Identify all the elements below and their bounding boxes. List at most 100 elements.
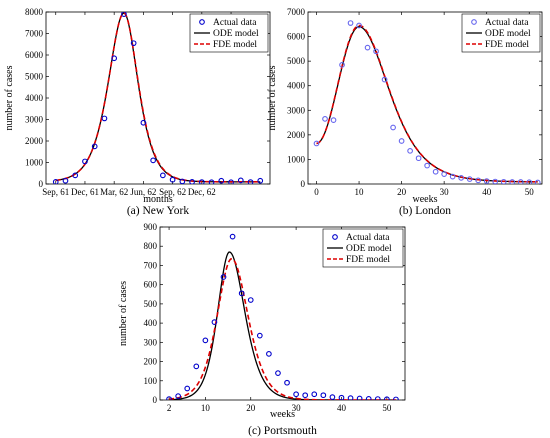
data-point: [72, 172, 79, 179]
y-tick-label: 0: [301, 179, 306, 189]
data-point: [534, 179, 541, 184]
data-point: [384, 396, 390, 400]
legend-label: Actual data: [213, 18, 257, 28]
data-point: [347, 395, 354, 400]
x-axis-label: weeks: [413, 194, 438, 205]
x-tick-label: 30: [292, 403, 302, 413]
data-point: [313, 140, 320, 147]
x-tick-label: 40: [482, 187, 492, 197]
chart-2: 0 1000 2000 3000 4000 5000 6000 7000 0 10 20 30 40 50…: [267, 7, 543, 217]
data-point: [121, 12, 127, 17]
chart-caption: (b) London: [399, 205, 451, 217]
data-point: [169, 176, 176, 183]
chart-3: 0 100 200 300 400 500 600 700 800 900 2 10 20 30 40 50 w…: [118, 222, 406, 437]
data-point: [198, 179, 205, 184]
y-tick-label: 2000: [25, 136, 44, 146]
legend-label: FDE model: [346, 255, 390, 265]
y-tick-label: 6000: [25, 50, 44, 60]
plot-content: [52, 12, 264, 184]
y-tick-label: 400: [144, 318, 158, 328]
data-point: [238, 290, 245, 297]
data-point: [432, 168, 439, 175]
y-tick-label: 7000: [25, 29, 44, 39]
data-point: [492, 178, 499, 184]
y-tick-label: 3000: [287, 105, 306, 115]
legend-label: Actual data: [346, 233, 390, 243]
data-point: [517, 179, 524, 184]
chart-1: 0 1000 2000 3000 4000 5000 6000 7000 8000 Sep, 61…: [4, 7, 271, 217]
y-tick-label: 200: [144, 357, 158, 367]
x-tick-label: 10: [355, 187, 365, 197]
chart-caption: (c) Portsmouth: [248, 425, 317, 437]
legend-label: Actual data: [485, 18, 529, 28]
x-axis-label: weeks: [270, 409, 295, 420]
plot-area: [159, 226, 406, 401]
y-tick-label: 5000: [287, 56, 306, 66]
x-tick-label: 40: [337, 403, 347, 413]
data-point: [189, 179, 195, 184]
y-tick-label: 5000: [25, 72, 44, 82]
data-point: [237, 177, 244, 184]
data-point: [257, 177, 264, 184]
data-point: [483, 178, 490, 184]
fde-model-line: [168, 257, 396, 400]
legend-marker: [471, 19, 477, 25]
ode-model-line: [169, 251, 396, 400]
x-tick-label: 30: [440, 187, 450, 197]
x-axis-label: months: [143, 194, 173, 205]
y-tick-label: 6000: [287, 32, 306, 42]
x-tick-label: Dec, 62: [188, 187, 216, 197]
x-tick-label: Jun, 62: [130, 187, 156, 197]
data-point: [220, 274, 227, 280]
chart-caption: (a) New York: [127, 205, 190, 217]
data-point: [330, 117, 337, 123]
data-point: [509, 179, 516, 184]
data-point: [364, 44, 371, 51]
x-tick-label: 2: [167, 403, 172, 413]
x-tick-label: Mar, 62: [100, 187, 128, 197]
y-tick-label: 300: [144, 337, 158, 347]
plot-area: [307, 11, 543, 185]
y-tick-label: 7000: [287, 7, 306, 17]
y-tick-label: 600: [144, 280, 158, 290]
x-tick-label: Sep, 62: [159, 187, 186, 197]
data-point: [150, 157, 156, 164]
data-point: [390, 124, 396, 131]
data-point: [407, 147, 413, 154]
data-point: [91, 143, 98, 150]
legend-label: ODE model: [346, 244, 392, 254]
data-point: [266, 351, 272, 357]
y-tick-label: 0: [153, 395, 158, 405]
legend-label: ODE model: [213, 29, 259, 39]
data-point: [284, 379, 290, 386]
data-point: [111, 55, 118, 62]
data-point: [256, 332, 263, 339]
data-point: [101, 115, 108, 122]
data-point: [441, 171, 447, 178]
data-point: [339, 61, 345, 68]
data-point: [320, 392, 327, 399]
x-tick-label: 50: [525, 187, 535, 197]
data-point: [424, 162, 430, 169]
data-point: [347, 20, 354, 26]
legend-label: FDE model: [485, 40, 529, 50]
data-point: [458, 175, 465, 181]
x-tick-label: 20: [246, 403, 256, 413]
data-point: [166, 396, 172, 400]
legend-marker: [332, 234, 338, 240]
data-point: [356, 22, 362, 29]
y-axis-label: number of cases: [267, 65, 278, 130]
x-tick-label: 20: [397, 187, 407, 197]
data-point: [398, 138, 405, 144]
plot-content: [313, 20, 541, 184]
y-tick-label: 2000: [287, 130, 306, 140]
data-point: [52, 179, 59, 184]
data-point: [62, 177, 69, 184]
y-tick-label: 900: [144, 222, 158, 232]
y-tick-label: 700: [144, 260, 158, 270]
data-point: [211, 319, 218, 326]
data-point: [293, 391, 299, 398]
